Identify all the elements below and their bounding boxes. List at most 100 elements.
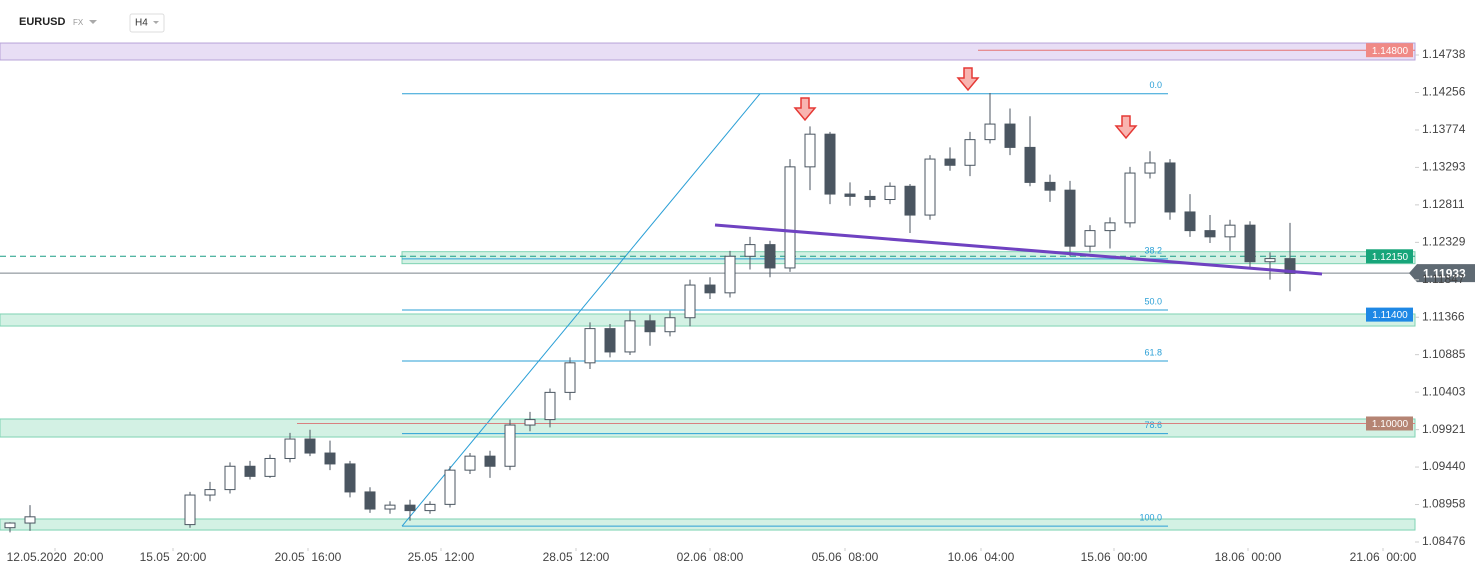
candle-body bbox=[444, 469, 456, 505]
y-tick-label: 1.14738 bbox=[1422, 47, 1466, 61]
candle-body bbox=[524, 419, 536, 426]
x-tick-label: 18.06 00:00 bbox=[1215, 550, 1282, 564]
candle-body bbox=[204, 489, 216, 496]
price-tag-label: 1.11933 bbox=[1423, 266, 1466, 280]
trendline bbox=[714, 223, 1323, 276]
candle-body bbox=[1104, 222, 1116, 232]
price-tag-label: 1.11400 bbox=[1372, 310, 1408, 321]
signal-arrow bbox=[956, 67, 980, 92]
y-tick-label: 1.10885 bbox=[1422, 347, 1466, 361]
y-tick-label: 1.11366 bbox=[1422, 309, 1465, 323]
candle-body bbox=[264, 457, 276, 477]
fib-label: 61.8 bbox=[1144, 347, 1162, 357]
x-tick-label: 10.06 04:00 bbox=[948, 550, 1015, 564]
candle-body bbox=[904, 185, 916, 216]
candle-body bbox=[624, 320, 636, 353]
candle-body bbox=[764, 244, 776, 269]
x-tick-label: 05.06 08:00 bbox=[812, 550, 879, 564]
price-tag bbox=[1366, 416, 1413, 431]
candle-body bbox=[1064, 189, 1076, 247]
candle-body bbox=[664, 317, 676, 333]
candle-body bbox=[304, 438, 316, 454]
candle-body bbox=[1024, 146, 1036, 183]
market: FX bbox=[73, 18, 84, 27]
candle-body bbox=[924, 158, 936, 216]
x-tick-label: 21.06 00:00 bbox=[1350, 550, 1417, 564]
candle-body bbox=[824, 133, 836, 195]
price-tag bbox=[1409, 264, 1475, 283]
candle-body bbox=[724, 255, 736, 294]
candle-body bbox=[644, 320, 656, 333]
x-tick-label: 20.05 16:00 bbox=[275, 550, 342, 564]
candle-body bbox=[864, 195, 876, 201]
y-tick-label: 1.09921 bbox=[1422, 422, 1466, 436]
y-tick-label: 1.13293 bbox=[1422, 160, 1466, 174]
y-tick-label: 1.10403 bbox=[1422, 384, 1466, 398]
zone bbox=[0, 313, 1416, 327]
candle-body bbox=[944, 158, 956, 166]
candle-body bbox=[804, 133, 816, 168]
y-tick-label: 1.09440 bbox=[1422, 459, 1466, 473]
candles bbox=[4, 92, 1296, 533]
fib-label: 100.0 bbox=[1139, 513, 1162, 523]
zones bbox=[0, 42, 1416, 531]
price-tag-label: 1.10000 bbox=[1372, 419, 1409, 430]
zone bbox=[0, 418, 1416, 438]
y-tick-label: 1.12329 bbox=[1422, 235, 1466, 249]
price-tag bbox=[1366, 43, 1413, 58]
y-tick-label: 1.11847 bbox=[1422, 272, 1465, 286]
candle-body bbox=[1204, 230, 1216, 238]
candle-body bbox=[424, 503, 436, 512]
symbol[interactable]: EURUSD bbox=[19, 16, 66, 28]
interval-dropdown bbox=[153, 21, 159, 24]
price-tag-label: 1.12150 bbox=[1372, 252, 1409, 263]
axes: 1.14738 1.14256 1.13774 1.13293 1.12811 1.123… bbox=[7, 47, 1466, 564]
candle-body bbox=[1264, 258, 1276, 263]
candle-body bbox=[1004, 123, 1016, 148]
y-tick-label: 1.12811 bbox=[1422, 197, 1465, 211]
candle-body bbox=[1184, 211, 1196, 232]
x-tick-label: 02.06 08:00 bbox=[677, 550, 744, 564]
lines: 0.0 38.2 50.0 61.8 78.6 100.0 bbox=[0, 49, 1415, 527]
candle-body bbox=[1084, 230, 1096, 247]
candle-body bbox=[1244, 224, 1256, 263]
signal-arrow bbox=[793, 97, 817, 122]
interval-select[interactable] bbox=[129, 13, 165, 33]
candle-body bbox=[1124, 172, 1136, 224]
candle-body bbox=[844, 193, 856, 197]
fib-label: 38.2 bbox=[1144, 245, 1162, 255]
y-tick-label: 1.08958 bbox=[1422, 497, 1466, 511]
annotations: 1.14800 1.12150 1.11933 1.11400 1.10000 bbox=[714, 43, 1475, 431]
candle-body bbox=[1224, 224, 1236, 238]
y-tick-label: 1.14256 bbox=[1422, 85, 1466, 99]
candle-body bbox=[1284, 258, 1296, 274]
y-tick-label: 1.08476 bbox=[1422, 534, 1466, 548]
price-tag bbox=[1366, 307, 1413, 322]
candle-body bbox=[604, 328, 616, 353]
x-tick-label: 12.05.2020 20:00 bbox=[7, 550, 104, 564]
candle-body bbox=[284, 438, 296, 459]
fib-label: 0.0 bbox=[1149, 80, 1162, 90]
candle-body bbox=[1044, 181, 1056, 191]
candle-body bbox=[4, 522, 16, 529]
candle-body bbox=[1144, 162, 1156, 174]
price-tag bbox=[1366, 249, 1413, 264]
candle-body bbox=[504, 424, 516, 467]
zone bbox=[0, 42, 1416, 61]
candle-body bbox=[344, 463, 356, 493]
candle-body bbox=[884, 185, 896, 201]
candle-body bbox=[384, 504, 396, 510]
candle-body bbox=[784, 166, 796, 269]
x-tick-label: 15.06 00:00 bbox=[1081, 550, 1148, 564]
candle-body bbox=[964, 139, 976, 166]
price-tag-label: 1.14800 bbox=[1372, 46, 1409, 57]
candle-body bbox=[564, 362, 576, 393]
candle-body bbox=[404, 504, 416, 512]
candle-body bbox=[24, 516, 36, 524]
candle-body bbox=[184, 494, 196, 526]
signal-arrow bbox=[1114, 115, 1138, 140]
candle-body bbox=[684, 284, 696, 319]
symbol-dropdown[interactable] bbox=[89, 20, 97, 24]
